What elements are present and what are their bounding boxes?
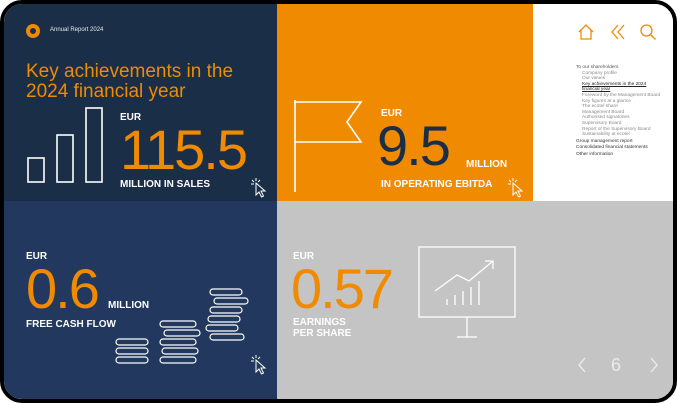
eps-panel: EUR 0.57 EARNINGS PER SHARE 6 — [277, 201, 673, 399]
page-number: 6 — [611, 355, 622, 375]
ebitda-label: IN OPERATING EBITDA — [381, 179, 493, 190]
nav-item[interactable]: Sustainability at ecotel — [582, 132, 630, 138]
cashflow-label: FREE CASH FLOW — [26, 319, 116, 330]
nav-item-active[interactable]: Key achievements in the 2024 — [582, 81, 647, 87]
cashflow-value: 0.6 — [26, 257, 100, 320]
sidebar-nav: To our shareholders Company profile Our … — [576, 65, 671, 158]
nav-item[interactable]: The ecotel share — [582, 104, 618, 110]
search-icon[interactable] — [639, 23, 657, 41]
nav-item[interactable]: Consolidated financial statements — [576, 145, 648, 151]
nav-item[interactable]: Key figures at a glance — [582, 98, 631, 104]
eps-currency: EUR — [293, 251, 315, 262]
nav-item[interactable]: Foreword by the Management Board — [582, 92, 661, 98]
sidebar: To our shareholders Company profile Our … — [533, 4, 673, 201]
page-heading: Key achievements in the 2024 financial y… — [26, 61, 234, 102]
nav-item[interactable]: Report of the Supervisory Board — [582, 126, 651, 132]
nav-item-active[interactable]: financial year — [582, 87, 611, 93]
nav-item[interactable]: Management Board — [582, 109, 625, 115]
nav-item[interactable]: Company profile — [582, 70, 617, 76]
nav-item[interactable]: To our shareholders — [576, 65, 619, 70]
sales-label: MILLION IN SALES — [120, 179, 210, 190]
click-cursor-icon[interactable] — [248, 353, 270, 375]
ebitda-panel: EUR 9.5 MILLION IN OPERATING EBITDA — [277, 4, 533, 201]
next-page-icon[interactable] — [647, 355, 661, 375]
sales-currency: EUR — [120, 112, 142, 123]
cashflow-unit: MILLION — [108, 300, 150, 311]
nav-item[interactable]: Our values — [582, 76, 606, 82]
nav-item[interactable]: Supervisory Board — [582, 120, 622, 126]
sales-panel: Annual Report 2024 Key achievements in t… — [4, 4, 277, 201]
company-logo — [26, 24, 40, 38]
eps-label-line2: PER SHARE — [293, 328, 352, 339]
bar-chart-icon — [27, 107, 103, 183]
sales-value: 115.5 — [120, 118, 248, 181]
report-title: Annual Report 2024 — [50, 27, 104, 33]
nav-item[interactable]: Authorised signatories — [582, 115, 630, 121]
click-cursor-icon[interactable] — [248, 176, 270, 198]
coin-stacks-icon — [115, 288, 249, 364]
cashflow-panel: EUR 0.6 MILLION FREE CASH FLOW — [4, 201, 277, 399]
double-chevron-left-icon[interactable] — [609, 23, 627, 41]
eps-value: 0.57 — [291, 257, 394, 320]
eps-label-line1: EARNINGS — [293, 317, 346, 328]
presentation-chart-icon — [418, 246, 516, 338]
cashflow-currency: EUR — [26, 251, 48, 262]
nav-item[interactable]: Group management report — [576, 138, 633, 144]
ebitda-unit: MILLION — [466, 159, 508, 170]
home-icon[interactable] — [577, 23, 595, 41]
ebitda-currency: EUR — [381, 108, 403, 119]
ebitda-value: 9.5 — [377, 114, 451, 177]
click-cursor-icon[interactable] — [505, 176, 527, 198]
prev-page-icon[interactable] — [575, 355, 589, 375]
flag-icon — [294, 100, 363, 192]
nav-item[interactable]: Other information — [576, 151, 614, 157]
